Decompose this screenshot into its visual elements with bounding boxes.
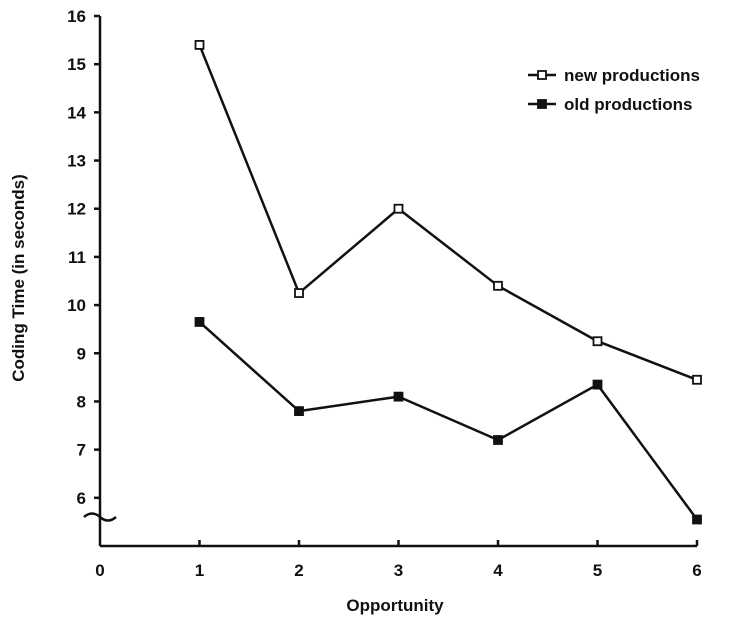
y-tick-label: 6 — [77, 489, 86, 508]
x-axis-title: Opportunity — [346, 596, 444, 615]
x-tick-label: 1 — [195, 561, 204, 580]
legend-item-old-productions: old productions — [528, 95, 692, 114]
data-point-new-productions — [194, 40, 205, 50]
y-tick-label: 15 — [67, 55, 86, 74]
series-line-old-productions — [198, 321, 699, 521]
series-layer — [194, 40, 702, 525]
data-point-old-productions — [493, 435, 503, 445]
series-new-productions — [194, 40, 702, 385]
x-tick-label: 4 — [493, 561, 503, 580]
legend: new productions old productions — [528, 66, 700, 114]
y-tick-label: 12 — [67, 200, 86, 219]
y-axis-title: Coding Time (in seconds) — [9, 174, 28, 381]
x-tick-label: 2 — [294, 561, 303, 580]
x-tick-label: 6 — [692, 561, 701, 580]
x-tick-label: 3 — [394, 561, 403, 580]
y-tick-label: 11 — [68, 248, 86, 267]
data-point-new-productions — [692, 374, 702, 385]
x-tick-label: 5 — [593, 561, 602, 580]
data-point-old-productions — [692, 514, 702, 525]
y-axis-break — [83, 512, 117, 522]
y-tick-label: 10 — [67, 296, 86, 315]
data-point-old-productions — [294, 406, 304, 416]
data-point-new-productions — [393, 203, 404, 214]
data-point-new-productions — [294, 288, 304, 298]
legend-label-new: new productions — [564, 66, 700, 85]
data-point-old-productions — [592, 379, 603, 390]
series-old-productions — [194, 317, 702, 525]
data-point-old-productions — [393, 391, 404, 402]
y-tick-label: 13 — [67, 152, 86, 171]
x-ticks: 0 1 2 3 4 5 6 — [95, 540, 702, 580]
data-point-old-productions — [194, 317, 205, 327]
y-tick-label: 14 — [67, 103, 86, 122]
x-axis: 0 1 2 3 4 5 6 — [95, 540, 702, 580]
data-point-new-productions — [592, 336, 603, 347]
legend-item-new-productions: new productions — [528, 66, 700, 85]
x-tick-label: 0 — [95, 561, 104, 580]
y-ticks: 6 7 8 9 10 11 12 13 14 15 16 — [67, 7, 100, 508]
data-point-new-productions — [493, 280, 503, 291]
y-axis: 6 7 8 9 10 11 12 13 14 15 16 — [67, 7, 117, 546]
y-tick-label: 9 — [77, 344, 86, 363]
series-line-new-productions — [198, 44, 698, 381]
y-tick-label: 8 — [77, 392, 86, 411]
y-tick-label: 7 — [77, 441, 86, 460]
y-tick-label: 16 — [67, 7, 86, 26]
legend-marker-new — [537, 70, 547, 80]
legend-marker-old — [537, 99, 547, 109]
legend-label-old: old productions — [564, 95, 692, 114]
